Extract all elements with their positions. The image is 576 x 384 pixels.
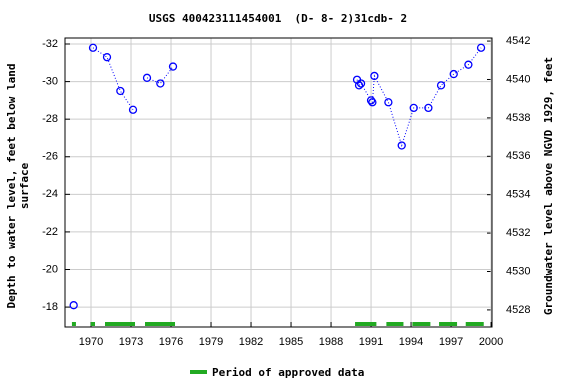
- y-tick-label: -30: [42, 76, 58, 88]
- data-point: [142, 73, 152, 82]
- data-point: [168, 62, 178, 71]
- x-tick-label: 1979: [199, 336, 223, 348]
- data-point: [409, 103, 418, 113]
- y-tick-label: -26: [42, 151, 58, 163]
- y-tick-label: -24: [42, 188, 58, 200]
- y2-tick-label: 4542: [506, 35, 530, 47]
- y-tick-label: -22: [42, 226, 58, 238]
- approved-period: [386, 322, 404, 326]
- y-tick-label: -20: [42, 263, 58, 275]
- y2-tick-label: 4532: [506, 227, 530, 239]
- y2-axis-label: Groundwater level above NGVD 1929, feet: [542, 57, 555, 315]
- x-tick-label: 2000: [479, 336, 503, 348]
- y-axis-label: surface: [18, 162, 31, 209]
- x-tick-label: 1976: [159, 336, 183, 348]
- data-point: [464, 60, 473, 69]
- x-tick-label: 1994: [399, 336, 423, 348]
- data-point: [116, 86, 125, 96]
- y2-tick-label: 4530: [506, 265, 530, 277]
- data-point: [436, 81, 446, 90]
- data-point: [102, 53, 112, 62]
- y-axis-label: Depth to water level, feet below land: [5, 63, 18, 308]
- data-point: [356, 79, 366, 88]
- data-point: [69, 301, 78, 310]
- approved-period: [412, 322, 431, 326]
- data-point: [366, 96, 376, 105]
- x-tick-label: 1988: [319, 336, 343, 348]
- plot-frame: [64, 37, 493, 328]
- x-tick-label: 1985: [279, 336, 303, 348]
- data-point: [476, 43, 486, 52]
- approved-period: [90, 322, 96, 326]
- data-point: [368, 98, 377, 107]
- data-point: [370, 71, 379, 81]
- x-tick-label: 1982: [239, 336, 263, 348]
- approved-period: [105, 322, 136, 326]
- data-point: [384, 98, 393, 107]
- chart-title: USGS 400423111454001 (D- 8- 2)31cdb- 2: [149, 12, 407, 25]
- y-tick-label: -18: [42, 301, 58, 313]
- y2-tick-label: 4538: [506, 112, 530, 124]
- data-point: [449, 69, 458, 79]
- approved-period: [71, 322, 76, 326]
- y2-tick-label: 4534: [506, 189, 530, 201]
- y2-tick-label: 4540: [506, 73, 530, 85]
- data-point: [88, 43, 98, 52]
- legend-label: Period of approved data: [212, 366, 364, 379]
- y-tick-label: -32: [42, 38, 58, 50]
- data-point: [354, 81, 364, 90]
- x-tick-label: 1997: [439, 336, 463, 348]
- data-point: [156, 79, 165, 88]
- x-tick-label: 1973: [119, 336, 143, 348]
- y2-tick-label: 4536: [506, 150, 530, 162]
- approved-period: [439, 322, 458, 326]
- approved-period: [145, 322, 176, 326]
- x-tick-label: 1991: [359, 336, 383, 348]
- data-point: [128, 105, 138, 114]
- data-point: [424, 103, 433, 113]
- data-point: [397, 141, 406, 150]
- x-tick-label: 1970: [79, 336, 103, 348]
- y2-tick-label: 4528: [506, 304, 530, 316]
- y-tick-label: -28: [42, 113, 58, 125]
- approved-period: [355, 322, 377, 326]
- approved-period: [465, 322, 484, 326]
- series-line: [92, 47, 482, 148]
